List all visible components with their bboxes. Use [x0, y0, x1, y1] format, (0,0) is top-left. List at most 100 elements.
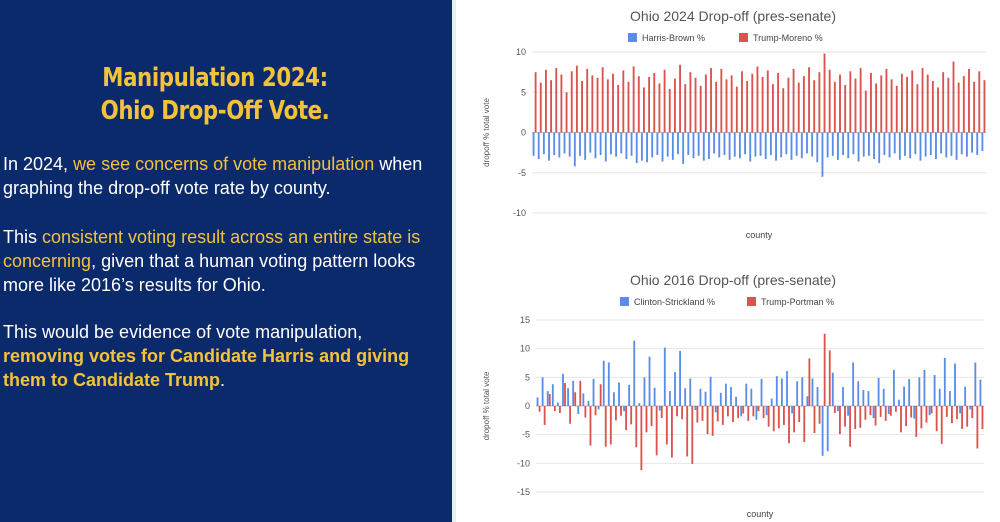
chart-2024-bar-s2-57	[828, 69, 831, 133]
chart-2016-bar-s1-85	[969, 406, 972, 410]
chart-2024-bar-s2-3	[550, 80, 553, 133]
chart-2016-bar-s1-14	[607, 362, 610, 406]
chart-2016-bar-s1-41	[745, 383, 748, 406]
chart-2016-bar-s2-66	[874, 406, 877, 426]
chart-2016-bar-s1-28	[679, 350, 681, 406]
chart-2016-ytick-2: 5	[525, 372, 530, 382]
chart-2024-bar-s1-68	[883, 132, 886, 156]
chart-2024-bar-s1-52	[800, 132, 803, 159]
chart-2024-bar-s2-11	[591, 75, 594, 133]
chart-2024-bar-s1-24	[656, 132, 659, 156]
chart-2016-ytick-3: 0	[525, 401, 530, 411]
chart-2024-bar-s1-13	[599, 132, 602, 156]
chart-2024-bar-s2-78	[937, 87, 939, 133]
chart-2024-bar-s1-41	[744, 132, 746, 155]
chart-2024-bar-s2-45	[766, 70, 769, 133]
chart-2024-bar-s1-58	[831, 132, 834, 156]
chart-2016-bar-s2-31	[696, 406, 699, 423]
chart-2024-bar-s1-14	[604, 132, 607, 162]
chart-2024-bar-s2-58	[833, 81, 836, 133]
chart-2016-bar-s2-35	[716, 406, 719, 422]
chart-2016-bar-s2-78	[935, 406, 938, 432]
chart-2024-bar-s2-16	[617, 85, 620, 133]
chart-2016-bar-s1-13	[602, 360, 605, 406]
chart-2024-bar-s2-27	[673, 78, 676, 133]
chart-2024-bar-s1-51	[795, 132, 798, 156]
chart-2016-bar-s2-19	[635, 406, 638, 448]
chart-2016-bar-s1-67	[877, 377, 880, 406]
chart-2016-bar-s2-63	[859, 406, 862, 428]
chart-2016-bar-s2-38	[732, 406, 734, 423]
chart-2024-bar-s1-46	[769, 132, 772, 156]
chart-2016-title: Ohio 2016 Drop-off (pres-senate)	[630, 272, 836, 288]
chart-2024-bar-s1-30	[687, 132, 690, 156]
chart-2024-bar-s2-24	[658, 83, 661, 133]
chart-2024-bar-s1-43	[754, 132, 757, 157]
chart-2016-bar-s1-25	[663, 347, 666, 406]
chart-2016-bar-s1-80	[943, 357, 946, 406]
chart-2024-bar-s2-15	[612, 73, 614, 133]
chart-2016-bar-s1-36	[719, 392, 722, 406]
chart-2024-bar-s2-14	[606, 79, 609, 133]
chart-2016-bar-s2-43	[757, 406, 760, 412]
chart-2016-legend-swatch-2	[747, 297, 756, 306]
chart-2016-bar-s1-9	[582, 393, 585, 406]
chart-2024-bar-s1-20	[635, 132, 638, 164]
chart-2024-bar-s1-5	[558, 132, 561, 158]
chart-2024-bar-s1-32	[697, 132, 700, 156]
chart-2024-bar-s1-65	[867, 132, 870, 156]
title-line-1: Manipulation 2024:	[102, 63, 328, 93]
chart-2016-bar-s2-25	[665, 406, 668, 445]
chart-2024-bar-s2-0	[534, 72, 537, 133]
chart-2024-bar-s1-72	[904, 132, 906, 156]
chart-2016-bar-s1-50	[791, 406, 793, 414]
chart-2024-bar-s1-62	[852, 132, 855, 155]
chart-2016-bar-s2-44	[762, 406, 765, 419]
chart-2024-bar-s1-35	[713, 132, 716, 154]
chart-2024-bar-s2-79	[942, 72, 945, 133]
chart-2016-bar-s1-83	[959, 406, 961, 414]
p2-text-c: , given that a human voting pattern look…	[3, 251, 416, 295]
p3-highlight: removing votes for Candidate Harris and …	[3, 346, 410, 390]
chart-2016-bar-s1-2	[546, 391, 549, 406]
chart-2024-bar-s1-44	[759, 132, 762, 156]
chart-2016-bar-s1-21	[643, 377, 646, 406]
chart-2024-bar-s2-67	[880, 75, 883, 133]
chart-2024-bar-s2-61	[849, 71, 852, 133]
chart-2016-bar-s2-8	[579, 380, 582, 406]
chart-2016-bar-s2-7	[574, 392, 577, 406]
chart-2016-bar-s2-45	[767, 406, 770, 427]
chart-2024-bar-s1-1	[537, 132, 540, 160]
chart-2016-bar-s2-36	[721, 406, 724, 425]
chart-2016-bar-s2-2	[548, 393, 551, 406]
chart-2024-legend-swatch-2	[739, 33, 748, 42]
chart-2024-bar-s2-63	[859, 68, 862, 133]
chart-2024-bar-s2-42	[751, 73, 754, 133]
chart-2016-bar-s1-31	[694, 406, 697, 411]
chart-2024-bar-s2-38	[730, 75, 733, 133]
chart-2016-bar-s2-17	[625, 406, 628, 431]
chart-2016-bar-s1-53	[806, 396, 809, 406]
chart-2016-ytick-0: 15	[520, 315, 530, 325]
chart-2016-bar-s1-32	[699, 388, 702, 406]
chart-2016-bar-s2-84	[966, 406, 969, 427]
chart-2016-bar-s2-30	[691, 406, 694, 464]
chart-2024-bar-s2-71	[900, 73, 903, 133]
chart-2024-bar-s2-65	[870, 72, 872, 133]
chart-2016-bar-s2-41	[747, 406, 750, 421]
chart-2016-bar-s2-73	[910, 406, 913, 418]
paragraph-3: This would be evidence of vote manipulat…	[3, 320, 448, 392]
chart-2016-bar-s1-43	[755, 406, 758, 420]
chart-2016-bar-s1-66	[872, 406, 875, 419]
chart-2016-bar-s1-68	[882, 388, 885, 406]
chart-2016-bar-s1-19	[633, 340, 636, 406]
chart-2024-bar-s1-84	[965, 132, 968, 157]
chart-2016-bar-s1-82	[954, 363, 956, 406]
chart-2016-bar-s1-47	[775, 376, 778, 406]
chart-2024-bar-s2-22	[648, 76, 651, 133]
p2-highlight: consistent voting result across an entir…	[3, 227, 421, 271]
chart-2024-bar-s1-0	[532, 132, 535, 156]
chart-2024-bar-s2-49	[787, 77, 790, 133]
chart-2016-bar-s2-22	[650, 406, 653, 427]
p1-highlight: we see concerns of vote manipulation	[73, 154, 375, 174]
